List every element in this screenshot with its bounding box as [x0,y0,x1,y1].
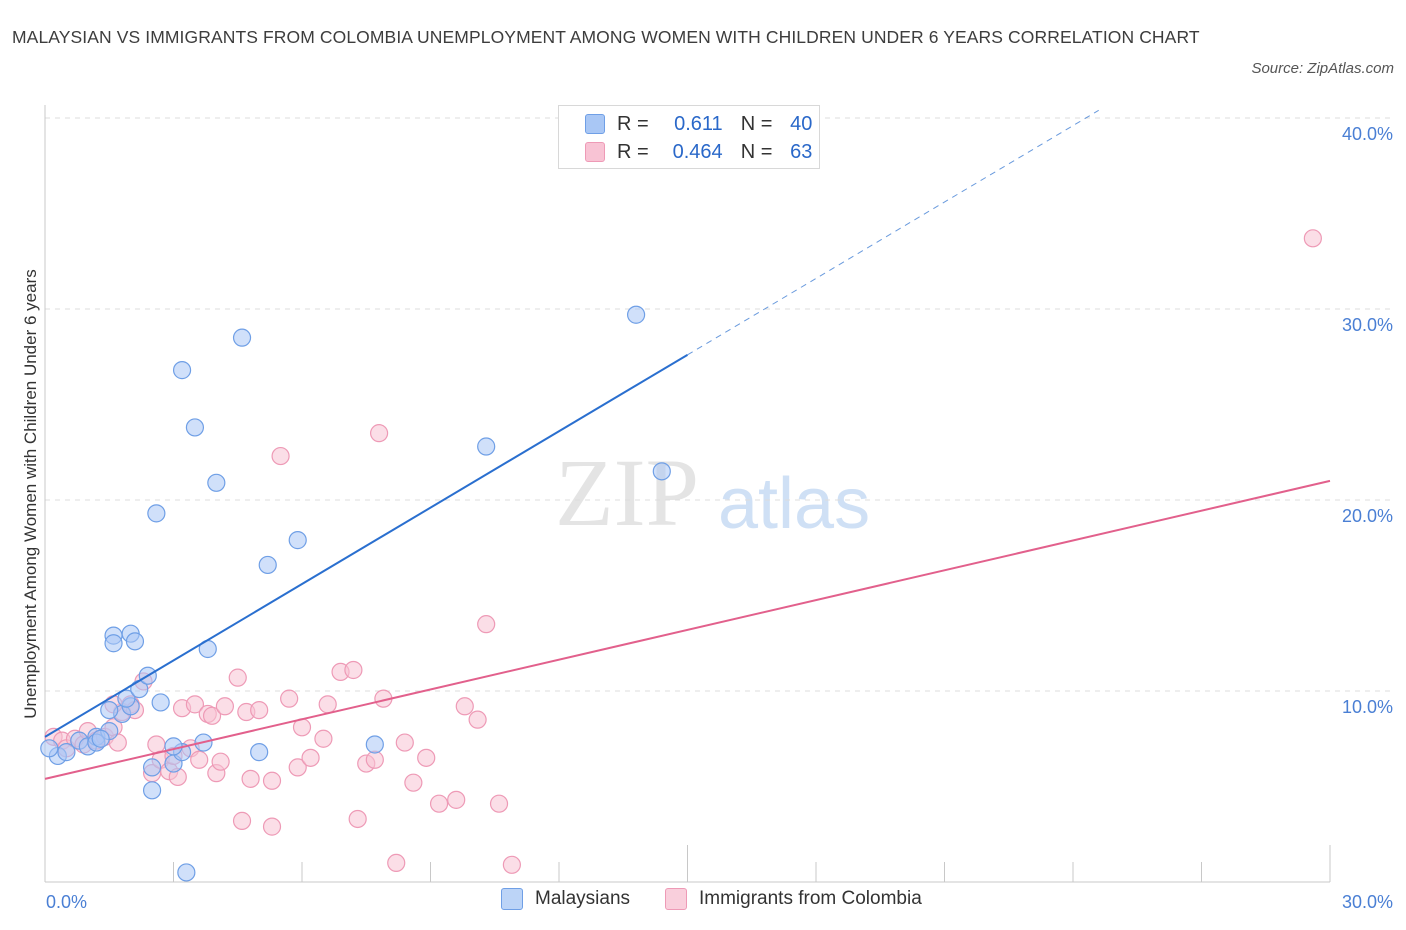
series-malaysians [40,305,671,882]
colombia-point-54 [468,710,487,729]
legend-swatch-colombia [585,142,605,162]
malaysian-point-36 [477,437,496,456]
colombia-point-51 [429,794,449,813]
legend-row-malaysians: R = 0.611 N = 40 [585,111,812,137]
colombia-point-48 [395,733,414,752]
chart-title: MALAYSIAN VS IMMIGRANTS FROM COLOMBIA UN… [12,27,1200,47]
colombia-point-38 [301,748,320,767]
watermark: ZIP atlas [555,439,870,546]
colombia-point-49 [404,773,423,792]
colombia-point-45 [370,424,389,443]
colombia-point-15 [147,735,166,754]
malaysian-point-38 [652,462,671,481]
y-axis-label: Unemployment Among Women with Children U… [21,269,40,718]
watermark-zip: ZIP [555,439,699,546]
legend-r-value-malaysians: 0.611 [674,112,723,135]
malaysian-point-11 [117,689,136,708]
malaysian-point-19 [142,758,162,777]
colombia-point-62 [1303,229,1322,248]
legend-r-label: R = [617,112,649,135]
legend-n-value-malaysians: 40 [790,112,813,135]
legend-n-label: N = [740,112,773,135]
malaysian-point-20 [142,781,162,800]
malaysian-point-35 [365,735,384,754]
colombia-point-40 [318,695,337,714]
colombia-point-47 [387,853,406,873]
bottom-legend-malaysians[interactable]: Malaysians [501,888,630,910]
colombia-point-58 [232,811,252,830]
colombia-point-31 [241,769,260,788]
malaysian-point-1 [40,739,59,758]
colombia-point-35 [280,689,299,708]
colombia-point-59 [262,817,282,836]
colombia-point-25 [202,706,222,725]
malaysian-point-31 [232,328,252,347]
malaysian-point-25 [151,693,170,712]
colombia-point-27 [211,752,230,771]
trend-colombia [44,479,1331,780]
bottom-legend: Malaysians Immigrants from Colombia [0,888,1406,916]
colombia-point-53 [455,697,474,716]
bottom-legend-swatch-malaysians [501,888,523,910]
series-colombia [44,229,1322,874]
bottom-legend-label-colombia: Immigrants from Colombia [699,888,922,909]
trend-malaysians [44,353,689,738]
colombia-point-42 [344,660,363,680]
malaysian-point-32 [258,555,277,575]
colombia-point-44 [365,750,384,769]
malaysian-point-18 [125,632,145,651]
colombia-point-50 [417,748,436,767]
malaysian-point-23 [164,737,183,756]
malaysian-point-8 [91,729,110,748]
y-tick-label-20: 20.0% [1342,506,1393,526]
malaysian-point-37 [626,305,646,324]
x-tick-label-min: 0.0% [46,892,87,912]
malaysian-point-30 [207,473,226,492]
colombia-point-57 [502,855,521,874]
y-ticks: 10.0% 20.0% 30.0% 40.0% [1342,124,1393,717]
colombia-point-55 [477,615,496,634]
bottom-legend-colombia[interactable]: Immigrants from Colombia [665,888,922,910]
legend-row-colombia: R = 0.464 N = 63 [585,139,812,165]
bottom-legend-swatch-colombia [665,888,687,910]
malaysian-point-33 [250,743,269,762]
x-tick-label-max: 30.0% [1342,892,1393,912]
colombia-point-32 [250,700,269,720]
malaysian-point-27 [147,504,166,523]
malaysian-point-2 [57,743,76,762]
colombia-point-28 [215,697,234,716]
trend-malaysians-extension [687,109,1099,356]
colombia-point-33 [262,771,282,790]
malaysian-point-34 [288,531,307,550]
colombia-point-56 [489,794,509,813]
colombia-point-60 [348,809,367,829]
stats-legend: R = 0.611 N = 40 R = 0.464 N = 63 [558,105,820,169]
y-tick-label-40: 40.0% [1342,124,1393,144]
malaysian-point-28 [172,361,192,380]
colombia-point-29 [228,668,247,687]
colombia-point-39 [314,729,333,748]
legend-r-value-colombia: 0.464 [672,140,723,163]
trend-lines [44,109,1331,780]
legend-n-label: N = [740,140,773,163]
legend-r-label: R = [617,140,649,163]
malaysian-point-14 [100,700,119,720]
y-tick-label-30: 30.0% [1342,315,1393,335]
colombia-point-22 [185,695,205,714]
y-tick-label-10: 10.0% [1342,697,1393,717]
malaysian-point-16 [104,634,123,653]
grid [45,117,1392,692]
bottom-legend-label-malaysians: Malaysians [535,888,631,909]
colombia-point-36 [288,758,307,777]
legend-swatch-malaysians [585,114,605,134]
colombia-point-52 [447,790,466,809]
source-label: Source: ZipAtlas.com [1251,60,1394,77]
colombia-point-34 [271,446,290,466]
colombia-point-23 [190,750,209,769]
legend-n-value-colombia: 63 [790,140,813,163]
watermark-atlas: atlas [718,464,870,544]
malaysian-point-29 [185,418,205,437]
malaysian-point-39 [177,863,196,882]
